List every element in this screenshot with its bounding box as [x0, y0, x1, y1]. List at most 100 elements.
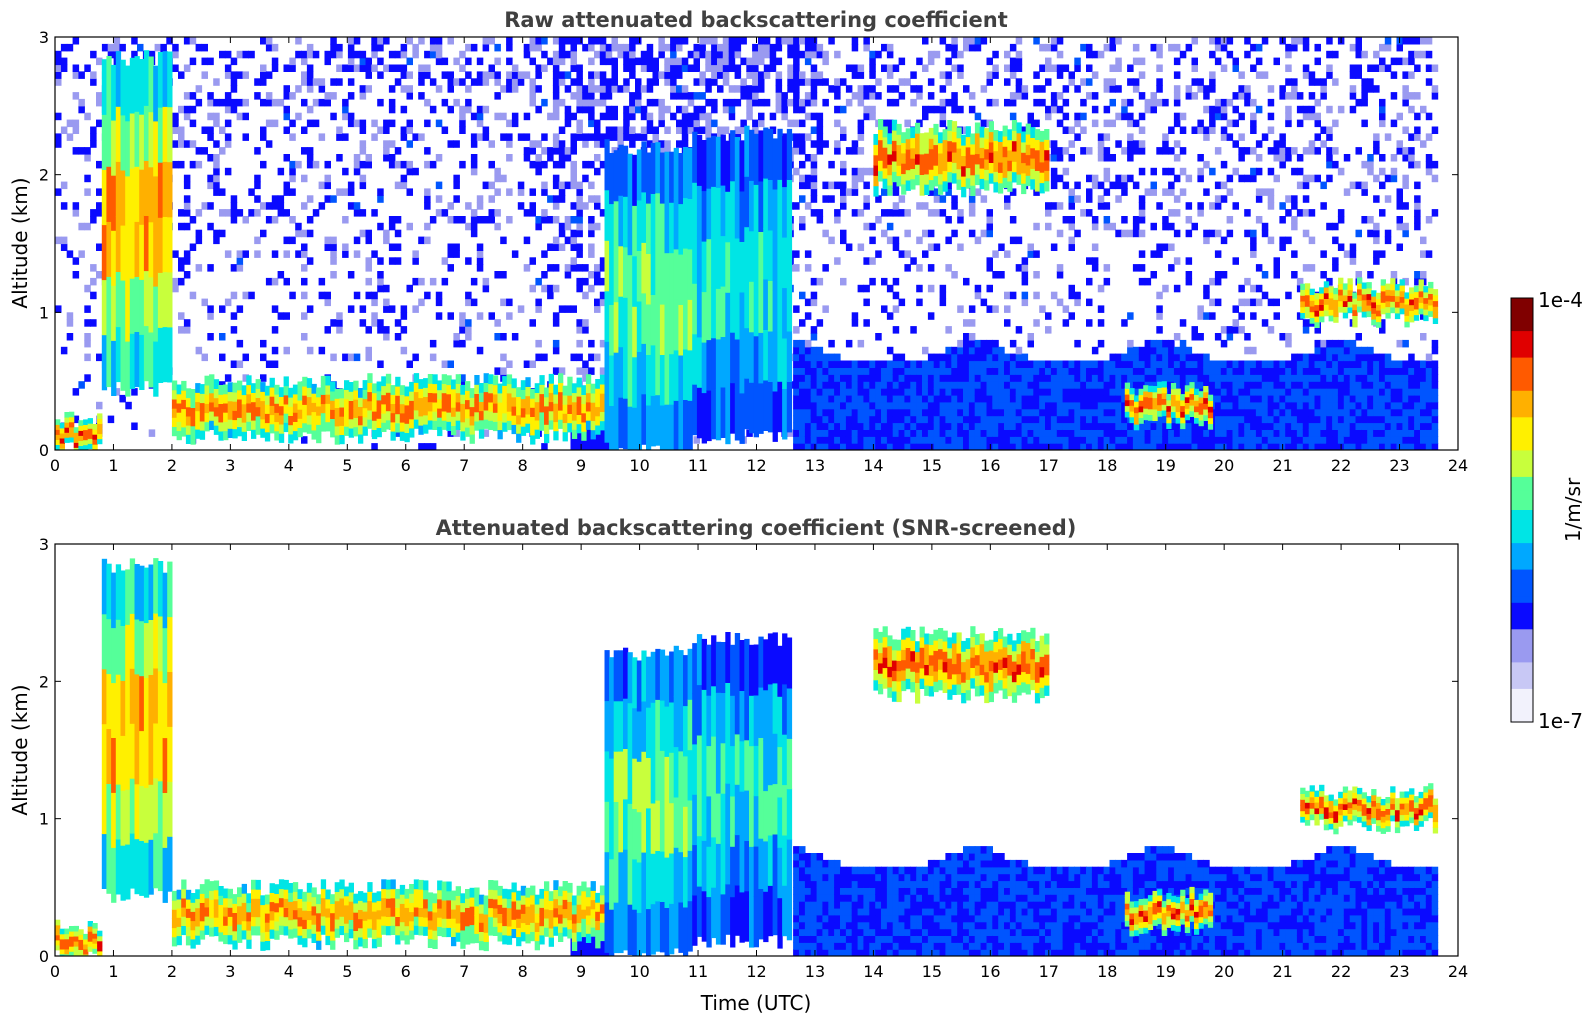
heatmap-cell: [986, 422, 993, 430]
heatmap-cell: [1045, 78, 1052, 86]
heatmap-cell: [1232, 429, 1239, 437]
heatmap-cell: [1109, 64, 1116, 72]
heatmap-cell: [506, 133, 513, 141]
heatmap-cell: [1373, 443, 1380, 450]
heatmap-cell: [1121, 98, 1128, 107]
heatmap-cell: [265, 202, 273, 210]
heatmap-cell: [242, 291, 249, 300]
heatmap-cell: [1337, 360, 1345, 368]
heatmap-cell: [1173, 257, 1181, 265]
heatmap-cell: [1355, 147, 1362, 155]
heatmap-cell: [195, 236, 203, 245]
heatmap-cell: [863, 408, 870, 417]
heatmap-cell: [687, 64, 695, 72]
heatmap-cell: [1361, 85, 1368, 93]
heatmap-cell: [1209, 167, 1216, 176]
heatmap-cell: [494, 174, 501, 183]
heatmap-cell: [793, 326, 800, 334]
heatmap-cell: [1337, 339, 1345, 348]
heatmap-cell: [717, 126, 724, 134]
heatmap-cell: [1291, 37, 1298, 45]
heatmap-cell: [904, 408, 911, 417]
heatmap-cell: [1115, 174, 1122, 183]
heatmap-cell: [342, 250, 349, 258]
heatmap-cell: [1103, 436, 1111, 444]
heatmap-cell: [1173, 381, 1181, 389]
heatmap-cell: [1373, 140, 1380, 148]
heatmap-cell: [898, 374, 906, 382]
heatmap-cell: [1232, 360, 1239, 368]
heatmap-cell: [1168, 360, 1175, 368]
heatmap-cell: [558, 140, 566, 148]
heatmap-cell: [992, 422, 999, 430]
heatmap-cell: [1402, 436, 1409, 444]
heatmap-cell: [611, 78, 618, 86]
heatmap-cell: [599, 92, 607, 100]
heatmap-cell: [1267, 367, 1275, 375]
heatmap-cell: [1232, 326, 1239, 334]
heatmap-cell: [1021, 353, 1029, 362]
heatmap-cell: [1162, 422, 1169, 430]
heatmap-cell: [465, 85, 472, 93]
heatmap-cell: [1425, 415, 1433, 424]
heatmap-cell: [1173, 119, 1181, 128]
heatmap-cell: [1156, 64, 1163, 72]
heatmap-cell: [1009, 394, 1017, 403]
heatmap-cell: [670, 85, 677, 93]
heatmap-cell: [1033, 367, 1040, 375]
heatmap-cell: [189, 119, 197, 128]
heatmap-cell: [242, 133, 249, 141]
heatmap-cell: [933, 353, 941, 362]
heatmap-cell: [1420, 271, 1427, 279]
heatmap-cell: [963, 429, 970, 437]
heatmap-cell: [312, 119, 320, 128]
heatmap-cell: [933, 367, 941, 375]
heatmap-cell: [1168, 367, 1175, 375]
heatmap-cell: [1086, 388, 1093, 396]
heatmap-cell: [1402, 381, 1409, 389]
heatmap-cell: [1255, 367, 1263, 375]
heatmap-cell: [588, 119, 595, 128]
heatmap-cell: [793, 360, 800, 368]
heatmap-cell: [166, 37, 173, 45]
heatmap-cell: [1361, 367, 1368, 375]
heatmap-cell: [1121, 353, 1128, 362]
heatmap-cell: [1320, 346, 1327, 355]
heatmap-cell: [1431, 408, 1439, 417]
heatmap-cell: [230, 195, 238, 203]
heatmap-cell: [1420, 415, 1427, 424]
heatmap-cell: [1232, 408, 1239, 417]
heatmap-cell: [875, 436, 882, 444]
heatmap-cell: [945, 326, 952, 334]
heatmap-cell: [529, 188, 536, 196]
heatmap-cell: [1209, 388, 1216, 396]
heatmap-cell: [1379, 64, 1386, 72]
heatmap-cell: [1314, 112, 1321, 121]
heatmap-cell: [482, 37, 490, 45]
heatmap-cell: [1156, 43, 1163, 52]
heatmap-cell: [236, 50, 244, 59]
heatmap-cell: [1191, 64, 1198, 72]
heatmap-cell: [1355, 181, 1362, 190]
heatmap-cell: [1291, 195, 1298, 203]
heatmap-cell: [599, 209, 607, 217]
heatmap-cell: [1097, 140, 1105, 148]
heatmap-cell: [1004, 305, 1011, 313]
heatmap-cell: [1056, 360, 1064, 368]
heatmap-cell: [916, 415, 923, 424]
heatmap-cell: [511, 85, 519, 93]
heatmap-cell: [1015, 64, 1023, 72]
heatmap-cell: [1232, 92, 1239, 100]
heatmap-cell: [927, 105, 935, 114]
heatmap-cell: [1220, 381, 1228, 389]
heatmap-cell: [1402, 443, 1409, 450]
heatmap-cell: [248, 209, 255, 217]
heatmap-cell: [974, 339, 982, 348]
heatmap-cell: [441, 257, 449, 265]
heatmap-cell: [968, 443, 976, 450]
heatmap-cell: [412, 50, 419, 59]
heatmap-cell: [1302, 174, 1310, 183]
heatmap-cell: [1150, 181, 1157, 190]
heatmap-cell: [523, 236, 531, 245]
heatmap-cell: [1185, 202, 1193, 210]
